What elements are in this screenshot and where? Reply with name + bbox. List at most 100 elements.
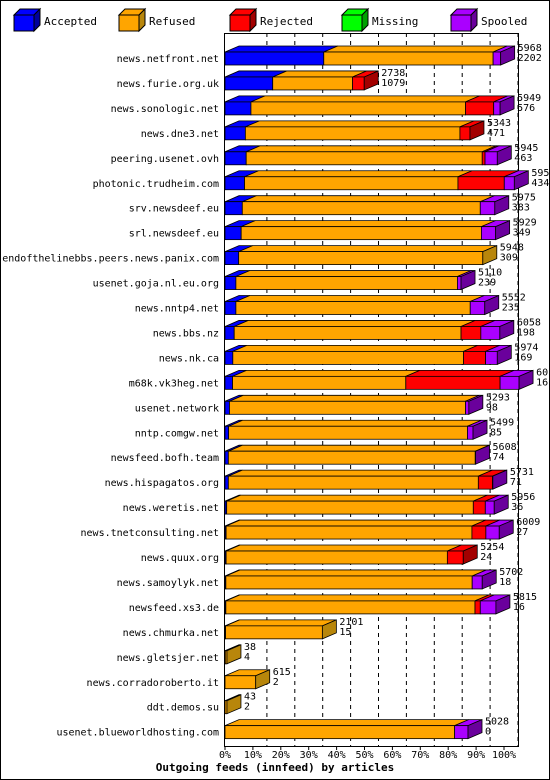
bar-side	[467, 719, 483, 740]
accepted-label: 71	[510, 477, 522, 488]
accepted-label: 383	[512, 203, 530, 214]
bar-segment-refused	[235, 276, 458, 290]
accepted-label: 463	[514, 153, 532, 164]
bar-side	[493, 494, 509, 515]
bar-top-refused	[232, 344, 478, 352]
bar-segment-refused	[228, 425, 468, 440]
bar-side	[499, 319, 515, 341]
bar-group: m68k.vk3heg.net 6017161	[129, 367, 550, 390]
bar-side	[363, 70, 379, 91]
offered-label: 5552	[502, 293, 526, 304]
bar-side	[499, 95, 515, 116]
x-tick-label: 40%	[328, 750, 346, 761]
bar-segment-spooled	[481, 226, 497, 241]
bar-segment-accepted	[224, 475, 229, 490]
bar-segment-refused	[245, 151, 483, 166]
bar-segment-refused	[227, 450, 476, 465]
category-label: usenet.network	[135, 403, 219, 414]
offered-label: 38	[244, 642, 256, 653]
bar-top-refused	[225, 594, 490, 602]
accepted-label: 239	[478, 278, 496, 289]
bar-segment-spooled	[499, 375, 520, 390]
bar-segment-rejected	[352, 76, 365, 91]
offered-label: 5293	[486, 392, 510, 403]
x-tick-label: 60%	[383, 750, 401, 761]
bar-side	[492, 469, 508, 490]
offered-label: 5110	[478, 268, 502, 279]
offered-label: 5254	[480, 542, 504, 553]
offered-label: 5028	[485, 717, 509, 728]
accepted-label: 1079	[381, 78, 405, 89]
bar-segment-rejected	[474, 600, 481, 615]
chart-title: Outgoing feeds (innfeed) by articles	[156, 761, 394, 774]
bar-segment-rejected	[465, 101, 495, 116]
accepted-label: 15	[339, 627, 351, 638]
x-tick-label: 0%	[219, 750, 231, 761]
bar-top-refused	[225, 569, 487, 577]
bar-segment-refused	[232, 350, 464, 365]
x-tick-label: 50%	[355, 750, 373, 761]
offered-label: 5608	[493, 442, 517, 453]
category-label: news.gletsjer.net	[117, 653, 219, 664]
bar-side	[496, 344, 512, 366]
bar-segment-accepted	[224, 51, 325, 66]
bar-segment-refused	[225, 525, 473, 540]
category-label: news.netfront.net	[117, 54, 219, 65]
bar-group: photonic.trudheim.com 5952434	[93, 168, 550, 191]
bar-segment-spooled	[454, 725, 469, 740]
bar-top-refused	[229, 394, 480, 402]
accepted-label: 36	[511, 502, 523, 513]
accepted-label: 161	[536, 377, 550, 388]
bar-top-refused	[234, 320, 476, 327]
bar-segment-spooled	[484, 151, 498, 166]
bar-segment-refused	[225, 600, 476, 615]
bar-top-refused	[241, 220, 496, 228]
bar-segment-rejected	[405, 375, 501, 390]
bar-side	[513, 170, 529, 191]
legend-swatch	[229, 14, 251, 32]
bar-segment-refused	[323, 51, 494, 66]
category-label: m68k.vk3heg.net	[129, 378, 219, 389]
accepted-label: 471	[487, 128, 505, 139]
offered-label: 5968	[518, 43, 542, 54]
bar-group: news.gletsjer.net 384	[117, 642, 256, 665]
bar-top-refused	[235, 295, 485, 302]
bar-side	[475, 444, 490, 465]
bar-segment-refused	[233, 326, 462, 340]
offered-label: 6017	[536, 367, 550, 378]
accepted-label: 18	[499, 577, 511, 588]
category-label: news.dne3.net	[141, 129, 219, 140]
offered-label: 5731	[510, 467, 534, 478]
bar-side	[469, 120, 485, 141]
accepted-label: 2	[244, 702, 250, 713]
bar-segment-spooled	[485, 350, 498, 365]
bar-segment-spooled	[479, 201, 496, 216]
accepted-label: 85	[490, 427, 502, 438]
bar-top-refused	[235, 270, 472, 277]
bar-top-refused	[225, 619, 337, 627]
bar-segment-accepted	[224, 400, 230, 415]
accepted-label: 2	[273, 677, 279, 688]
bar-segment-rejected	[446, 550, 464, 565]
bar-segment-accepted	[224, 201, 243, 216]
bar-segment-refused	[229, 400, 466, 415]
x-tick-label: 90%	[467, 750, 485, 761]
bar-top-refused	[246, 145, 497, 153]
bar-segment-spooled	[485, 525, 500, 540]
accepted-label: 2202	[518, 53, 542, 64]
offered-label: 5975	[512, 193, 536, 204]
offered-label: 5948	[500, 243, 524, 254]
bar-segment-refused	[225, 625, 323, 640]
offered-label: 5949	[517, 93, 541, 104]
offered-label: 5952	[531, 168, 550, 179]
bar-segment-rejected	[477, 475, 493, 490]
category-label: news.bbs.nz	[153, 328, 219, 339]
bar-top-refused	[228, 444, 490, 452]
